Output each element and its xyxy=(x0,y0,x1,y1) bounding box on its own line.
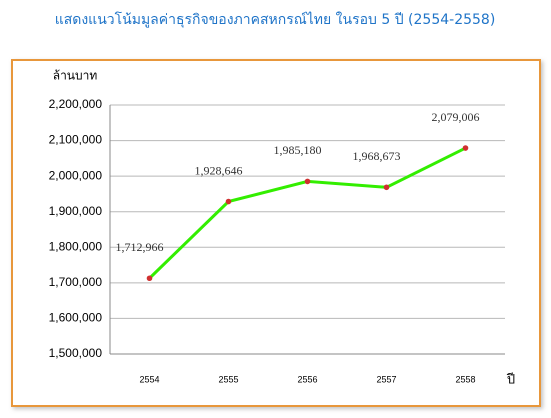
y-tick-label: 1,900,000 xyxy=(49,204,103,218)
y-axis-title: ล้านบาท xyxy=(53,69,98,83)
data-point xyxy=(146,275,153,282)
y-tick-label: 1,500,000 xyxy=(49,346,103,360)
y-tick-label: 2,000,000 xyxy=(49,168,103,182)
y-tick-label: 2,100,000 xyxy=(49,133,103,147)
chart-title: แสดงแนวโน้มมูลค่าธุรกิจของภาคสหกรณ์ไทย ใ… xyxy=(55,11,496,28)
data-point xyxy=(304,178,311,185)
data-point xyxy=(383,184,390,191)
data-label: 1,968,673 xyxy=(353,149,401,163)
x-tick-label: 2555 xyxy=(218,374,238,384)
chart-frame xyxy=(11,59,541,407)
y-tick-label: 2,200,000 xyxy=(49,97,103,111)
data-label: 1,928,646 xyxy=(195,163,243,177)
data-point xyxy=(462,145,469,151)
x-tick-label: 2556 xyxy=(297,374,317,384)
data-point xyxy=(225,198,232,205)
x-tick-label: 2554 xyxy=(139,374,159,384)
data-label: 1,985,180 xyxy=(274,143,322,157)
x-axis-title: ปี xyxy=(506,372,515,388)
data-label: 1,712,966 xyxy=(116,240,164,254)
x-tick-label: 2558 xyxy=(455,374,475,384)
y-tick-label: 1,700,000 xyxy=(49,275,103,289)
data-label: 2,079,006 xyxy=(432,110,480,124)
y-tick-label: 1,800,000 xyxy=(49,239,103,253)
x-tick-label: 2557 xyxy=(376,374,396,384)
y-tick-label: 1,600,000 xyxy=(49,311,103,325)
